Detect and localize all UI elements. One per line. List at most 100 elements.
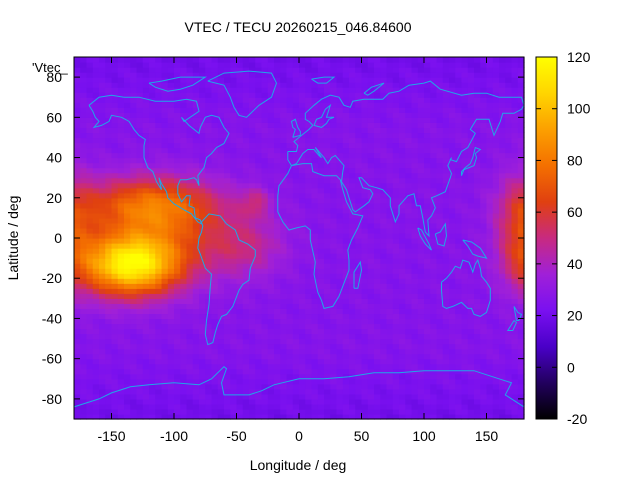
heatmap-cell bbox=[380, 273, 388, 279]
heatmap-cell bbox=[455, 313, 463, 320]
heatmap-cell bbox=[499, 348, 506, 355]
heatmap-cell bbox=[299, 207, 306, 214]
heatmap-cell bbox=[161, 308, 169, 315]
heatmap-cell bbox=[455, 393, 463, 400]
heatmap-cell bbox=[217, 343, 225, 350]
heatmap-cell bbox=[192, 82, 200, 88]
heatmap-cell bbox=[505, 182, 513, 189]
heatmap-cell bbox=[411, 298, 419, 304]
heatmap-cell bbox=[249, 212, 256, 219]
heatmap-cell bbox=[405, 122, 413, 128]
heatmap-cell bbox=[355, 303, 363, 309]
heatmap-cell bbox=[392, 122, 400, 128]
heatmap-cell bbox=[267, 248, 275, 254]
heatmap-cell bbox=[111, 177, 119, 184]
heatmap-cell bbox=[149, 192, 156, 199]
heatmap-cell bbox=[130, 323, 138, 330]
heatmap-cell bbox=[442, 127, 450, 134]
heatmap-cell bbox=[192, 243, 200, 249]
heatmap-cell bbox=[299, 258, 306, 264]
heatmap-cell bbox=[161, 177, 169, 184]
heatmap-cell bbox=[74, 338, 81, 345]
heatmap-cell bbox=[180, 102, 188, 108]
heatmap-cell bbox=[330, 338, 338, 345]
heatmap-cell bbox=[411, 92, 419, 98]
heatmap-cell bbox=[274, 102, 281, 108]
heatmap-cell bbox=[492, 368, 500, 375]
heatmap-cell bbox=[386, 232, 394, 239]
heatmap-cell bbox=[367, 338, 375, 345]
heatmap-cell bbox=[517, 368, 525, 375]
heatmap-cell bbox=[124, 258, 131, 264]
heatmap-cell bbox=[330, 308, 338, 315]
heatmap-cell bbox=[261, 288, 269, 294]
heatmap-cell bbox=[317, 222, 325, 229]
heatmap-cell bbox=[217, 102, 225, 108]
heatmap-cell bbox=[511, 157, 519, 164]
heatmap-cell bbox=[486, 413, 494, 420]
heatmap-cell bbox=[117, 358, 125, 365]
heatmap-cell bbox=[405, 263, 413, 269]
heatmap-cell bbox=[480, 323, 488, 330]
heatmap-cell bbox=[192, 192, 200, 199]
heatmap-cell bbox=[249, 313, 256, 320]
heatmap-cell bbox=[399, 298, 406, 304]
heatmap-cell bbox=[180, 227, 188, 234]
heatmap-cell bbox=[480, 353, 488, 360]
heatmap-cell bbox=[217, 358, 225, 365]
heatmap-cell bbox=[224, 82, 231, 88]
heatmap-cell bbox=[349, 338, 356, 345]
heatmap-cell bbox=[380, 102, 388, 108]
heatmap-cell bbox=[117, 248, 125, 254]
heatmap-cell bbox=[130, 348, 138, 355]
heatmap-cell bbox=[474, 162, 481, 169]
heatmap-cell bbox=[149, 278, 156, 284]
heatmap-cell bbox=[392, 318, 400, 325]
heatmap-cell bbox=[480, 112, 488, 118]
heatmap-cell bbox=[299, 373, 306, 380]
heatmap-cell bbox=[492, 398, 500, 405]
heatmap-cell bbox=[511, 187, 519, 194]
heatmap-cell bbox=[417, 122, 425, 128]
heatmap-cell bbox=[155, 338, 163, 345]
heatmap-cell bbox=[467, 222, 475, 229]
heatmap-cell bbox=[480, 378, 488, 385]
heatmap-cell bbox=[405, 162, 413, 169]
heatmap-cell bbox=[86, 323, 94, 330]
heatmap-cell bbox=[392, 137, 400, 144]
heatmap-cell bbox=[155, 217, 163, 224]
heatmap-cell bbox=[505, 363, 513, 370]
heatmap-cell bbox=[361, 238, 369, 244]
heatmap-cell bbox=[324, 182, 331, 189]
heatmap-cell bbox=[317, 142, 325, 149]
heatmap-cell bbox=[299, 112, 306, 118]
heatmap-cell bbox=[161, 313, 169, 320]
heatmap-cell bbox=[424, 338, 431, 345]
heatmap-cell bbox=[511, 278, 519, 284]
heatmap-cell bbox=[367, 87, 375, 93]
heatmap-cell bbox=[124, 403, 131, 410]
heatmap-cell bbox=[224, 368, 231, 375]
heatmap-cell bbox=[467, 403, 475, 410]
heatmap-cell bbox=[167, 308, 175, 315]
heatmap-cell bbox=[492, 152, 500, 159]
heatmap-cell bbox=[192, 142, 200, 149]
heatmap-cell bbox=[92, 227, 100, 234]
heatmap-cell bbox=[405, 197, 413, 204]
heatmap-cell bbox=[230, 147, 238, 154]
heatmap-cell bbox=[161, 278, 169, 284]
heatmap-cell bbox=[149, 353, 156, 360]
heatmap-cell bbox=[517, 243, 525, 249]
heatmap-cell bbox=[249, 137, 256, 144]
heatmap-cell bbox=[86, 212, 94, 219]
heatmap-cell bbox=[486, 182, 494, 189]
heatmap-cell bbox=[374, 87, 381, 93]
heatmap-cell bbox=[311, 202, 319, 209]
heatmap-cell bbox=[92, 217, 100, 224]
heatmap-cell bbox=[105, 77, 113, 83]
heatmap-cell bbox=[449, 102, 456, 108]
heatmap-cell bbox=[217, 353, 225, 360]
heatmap-cell bbox=[167, 147, 175, 154]
heatmap-cell bbox=[367, 253, 375, 259]
heatmap-cell bbox=[511, 363, 519, 370]
